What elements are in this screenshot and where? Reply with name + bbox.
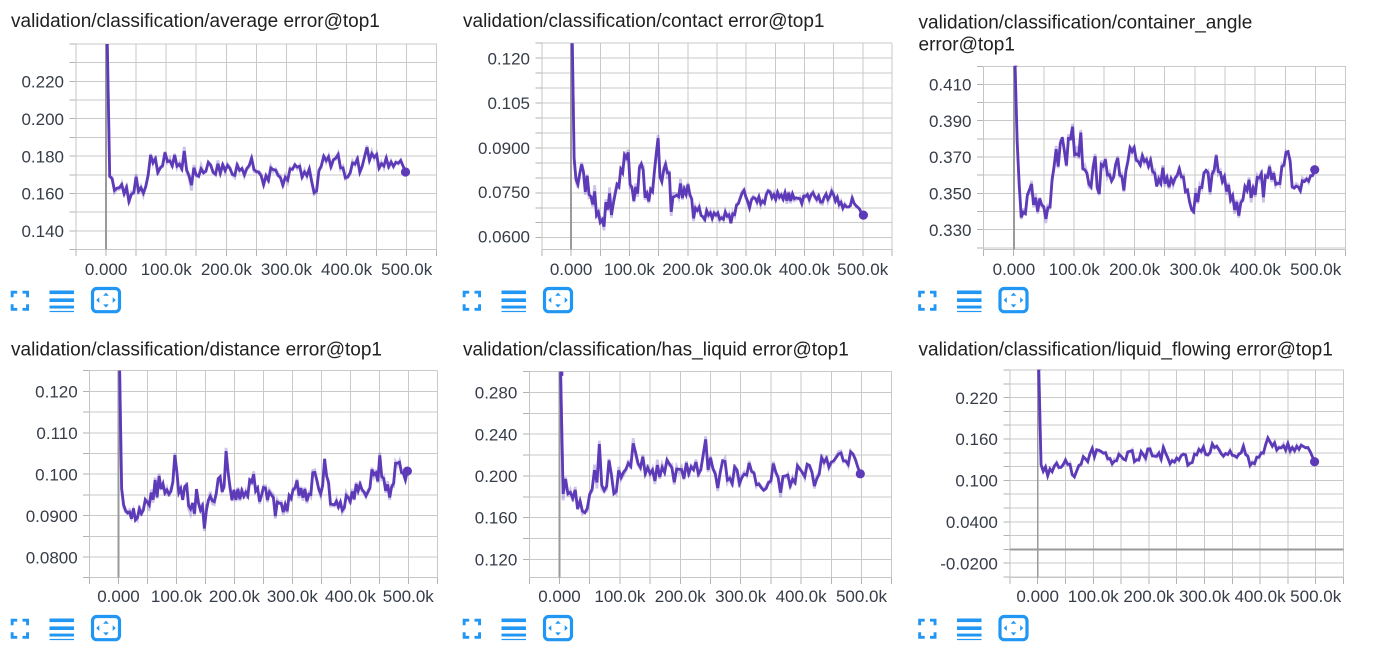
svg-text:300.0k: 300.0k [261,260,313,279]
svg-text:validation/classification/has_: validation/classification/has_liquid err… [463,340,849,361]
svg-text:0.220: 0.220 [21,73,64,92]
svg-text:0.0750: 0.0750 [478,183,530,202]
svg-text:0.0900: 0.0900 [478,139,530,158]
svg-text:0.000: 0.000 [550,260,593,279]
svg-text:0.0400: 0.0400 [946,513,998,532]
svg-text:0.000: 0.000 [1016,587,1059,606]
svg-text:0.000: 0.000 [538,587,581,606]
svg-text:500.0k: 500.0k [1290,587,1342,606]
svg-text:validation/classification/dist: validation/classification/distance error… [11,340,382,361]
svg-text:0.105: 0.105 [487,94,530,113]
svg-text:500.0k: 500.0k [1290,260,1342,279]
svg-text:200.0k: 200.0k [209,587,261,606]
svg-text:0.000: 0.000 [97,587,140,606]
svg-text:100.0k: 100.0k [604,260,656,279]
svg-text:400.0k: 400.0k [325,587,377,606]
svg-text:200.0k: 200.0k [655,587,707,606]
svg-text:0.140: 0.140 [21,222,64,241]
svg-text:0.000: 0.000 [85,260,128,279]
svg-text:100.0k: 100.0k [151,587,203,606]
svg-text:200.0k: 200.0k [201,260,253,279]
svg-text:validation/classification/aver: validation/classification/average error@… [11,11,380,32]
svg-text:300.0k: 300.0k [1169,260,1221,279]
svg-text:200.0k: 200.0k [1123,587,1175,606]
svg-text:200.0k: 200.0k [1109,260,1161,279]
svg-text:0.0900: 0.0900 [26,507,78,526]
svg-text:0.0800: 0.0800 [26,549,78,568]
svg-text:300.0k: 300.0k [1179,587,1231,606]
svg-text:400.0k: 400.0k [776,587,828,606]
svg-text:100.0k: 100.0k [1068,587,1120,606]
svg-text:400.0k: 400.0k [779,260,831,279]
svg-text:200.0k: 200.0k [662,260,714,279]
svg-text:0.350: 0.350 [929,185,972,204]
svg-text:400.0k: 400.0k [321,260,373,279]
svg-text:0.160: 0.160 [955,430,998,449]
svg-text:0.410: 0.410 [929,76,972,95]
svg-text:0.180: 0.180 [21,147,64,166]
svg-text:0.390: 0.390 [929,112,972,131]
svg-text:0.160: 0.160 [475,509,518,528]
svg-text:0.120: 0.120 [475,550,518,569]
svg-text:-0.0200: -0.0200 [940,554,998,573]
svg-text:0.330: 0.330 [929,221,972,240]
svg-text:0.220: 0.220 [955,389,998,408]
svg-text:100.0k: 100.0k [1049,260,1101,279]
svg-text:400.0k: 400.0k [1235,587,1287,606]
svg-text:0.280: 0.280 [475,384,518,403]
svg-text:500.0k: 500.0k [837,260,889,279]
svg-text:0.0600: 0.0600 [478,228,530,247]
svg-text:100.0k: 100.0k [594,587,646,606]
svg-text:0.100: 0.100 [955,472,998,491]
svg-text:300.0k: 300.0k [721,260,773,279]
svg-text:validation/classification/cont: validation/classification/container_angl… [919,12,1253,33]
svg-text:500.0k: 500.0k [383,587,435,606]
svg-text:validation/classification/liqu: validation/classification/liquid_flowing… [919,340,1333,361]
svg-text:0.120: 0.120 [487,49,530,68]
svg-text:500.0k: 500.0k [836,587,888,606]
svg-text:0.100: 0.100 [35,465,78,484]
svg-text:0.200: 0.200 [475,467,518,486]
svg-text:100.0k: 100.0k [141,260,193,279]
svg-text:0.370: 0.370 [929,148,972,167]
svg-text:0.110: 0.110 [36,424,77,443]
svg-text:validation/classification/cont: validation/classification/contact error@… [463,11,824,32]
svg-text:300.0k: 300.0k [267,587,319,606]
svg-text:400.0k: 400.0k [1230,260,1282,279]
svg-text:0.120: 0.120 [35,383,78,402]
svg-text:500.0k: 500.0k [381,260,433,279]
svg-text:0.240: 0.240 [475,425,518,444]
svg-text:0.000: 0.000 [993,260,1036,279]
svg-text:0.200: 0.200 [21,110,64,129]
svg-text:error@top1: error@top1 [919,35,1015,56]
svg-text:300.0k: 300.0k [715,587,767,606]
svg-text:0.160: 0.160 [21,185,64,204]
